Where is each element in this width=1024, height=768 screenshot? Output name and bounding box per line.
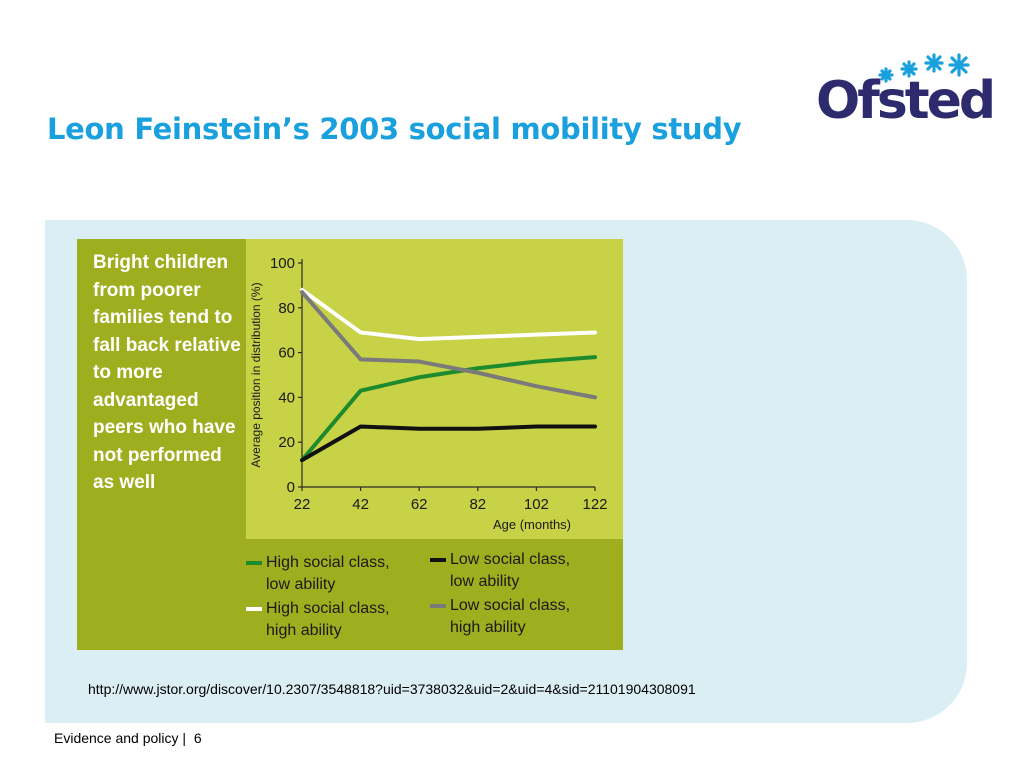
- y-tick-label: 40: [278, 389, 295, 406]
- legend-label: High social class, high ability: [266, 598, 416, 642]
- logo-text: Ofsted: [816, 71, 996, 131]
- x-tick-label: 122: [582, 496, 607, 513]
- plot-panel: 0 20 40 60 80 100 22 42 62 82 102 122 Age (months) Av…: [246, 239, 623, 539]
- legend-label-line: low ability: [266, 576, 336, 593]
- legend-label-line: High social class,: [266, 600, 390, 617]
- legend-label: Low social class, low ability: [450, 549, 600, 593]
- y-tick-label: 60: [278, 345, 295, 362]
- y-tick-label: 0: [287, 479, 295, 496]
- x-tick-label: 62: [411, 496, 428, 513]
- y-axis-label: Average position in distribution (%): [249, 282, 263, 467]
- footer-separator: |: [182, 730, 187, 746]
- slide-title: Leon Feinstein’s 2003 social mobility st…: [47, 112, 742, 146]
- x-tick-label: 22: [294, 496, 311, 513]
- series-line-2: [300, 424, 597, 463]
- legend-label-line: high ability: [450, 619, 526, 636]
- legend-label: Low social class, high ability: [450, 595, 600, 639]
- figure-caption: Bright children from poorer families ten…: [93, 252, 241, 493]
- x-tick-label: 102: [524, 496, 549, 513]
- logo-stars-icon: [878, 53, 970, 83]
- y-tick-label: 100: [270, 255, 295, 272]
- x-axis-label: Age (months): [493, 517, 571, 532]
- legend-label-line: High social class,: [266, 554, 390, 571]
- x-tick-label: 42: [352, 496, 369, 513]
- chart-legend: High social class, low ability High social…: [246, 548, 623, 648]
- series-line-3: [300, 290, 597, 400]
- legend-swatch: [430, 604, 446, 608]
- ofsted-logo: Ofsted: [812, 45, 996, 135]
- line-chart: 0 20 40 60 80 100 22 42 62 82 102 122 Age (months) Av…: [249, 255, 608, 532]
- legend-label-line: Low social class,: [450, 551, 571, 568]
- chart-figure: Bright children from poorer families ten…: [77, 239, 623, 650]
- legend-label: High social class, low ability: [266, 552, 416, 596]
- series-line-1: [300, 287, 597, 342]
- x-tick-label: 82: [469, 496, 486, 513]
- legend-swatch: [246, 607, 262, 611]
- series-line-0: [300, 355, 597, 463]
- legend-label-line: Low social class,: [450, 597, 571, 614]
- page-number: 6: [193, 730, 202, 746]
- legend-label-line: low ability: [450, 573, 520, 590]
- legend-label-line: high ability: [266, 622, 342, 639]
- source-link[interactable]: http://www.jstor.org/discover/10.2307/35…: [88, 681, 696, 697]
- legend-swatch: [246, 561, 262, 565]
- y-tick-label: 80: [278, 300, 295, 317]
- footer-label: Evidence and policy: [54, 730, 179, 746]
- legend-swatch: [430, 558, 446, 562]
- footer: Evidence and policy | 6: [54, 730, 202, 746]
- y-tick-label: 20: [278, 434, 295, 451]
